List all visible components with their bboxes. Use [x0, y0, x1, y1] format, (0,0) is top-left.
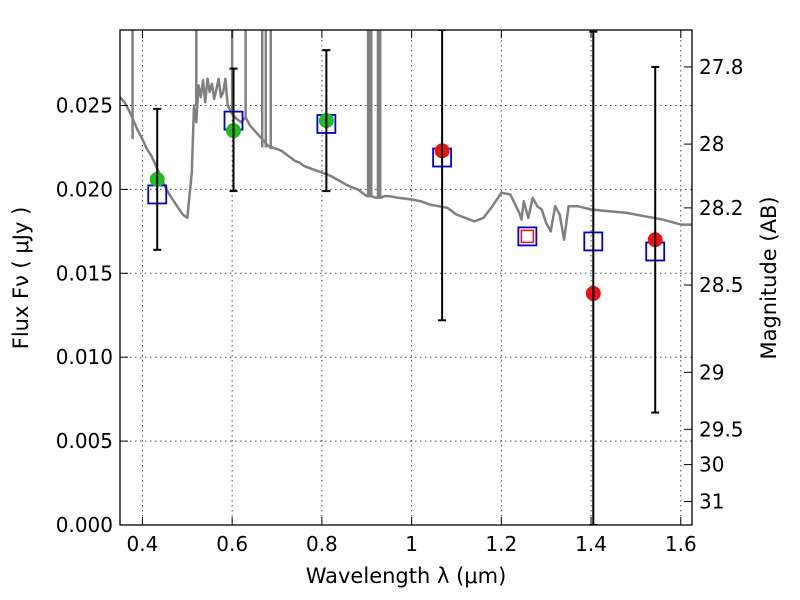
x-tick-label: 1 — [405, 532, 418, 556]
right-tick-label: 27.8 — [699, 55, 744, 79]
series-model-spectrum-spikes — [131, 30, 382, 198]
x-tick-label: 0.6 — [216, 532, 248, 556]
y-tick-label: 0.000 — [56, 513, 113, 537]
series-error-bars — [153, 30, 660, 525]
series-NIR-small-marker — [520, 229, 535, 244]
y-tick-label: 0.025 — [56, 94, 113, 118]
y-tick-label: 0.010 — [56, 345, 113, 369]
x-tick-label: 0.8 — [306, 532, 338, 556]
axes: 0.4 0.6 0.8 1 1.2 1.4 1.6 0.000 0.005 0.010 0.015 0… — [56, 29, 744, 556]
right-tick-label: 28.2 — [699, 196, 744, 220]
right-tick-label: 28.5 — [699, 273, 744, 297]
y-tick-label: 0.005 — [56, 429, 113, 453]
series-model-spectrum — [120, 77, 692, 241]
right-tick-label: 31 — [699, 490, 724, 514]
spectrum-line — [120, 77, 692, 241]
right-axis-title: Magnitude (AB) — [757, 196, 781, 359]
model-photometry-square — [517, 226, 538, 247]
x-axis-title: Wavelength λ (μm) — [306, 564, 507, 588]
x-tick-label: 1.2 — [485, 532, 517, 556]
y-tick-label: 0.020 — [56, 177, 113, 201]
right-tick-label: 28 — [699, 132, 724, 156]
y-axis-title: Flux Fν ( μJy ) — [9, 207, 33, 350]
right-tick-label: 29.5 — [699, 417, 744, 441]
right-tick-label: 30 — [699, 453, 724, 477]
plot-area — [120, 30, 692, 525]
plot-frame — [119, 29, 693, 526]
photometry-small-square — [520, 229, 535, 244]
x-tick-label: 1.4 — [575, 532, 607, 556]
grid — [120, 30, 692, 525]
right-tick-label: 29 — [699, 360, 724, 384]
x-tick-label: 0.4 — [127, 532, 159, 556]
x-tick-label: 1.6 — [665, 532, 697, 556]
y-tick-label: 0.015 — [56, 261, 113, 285]
